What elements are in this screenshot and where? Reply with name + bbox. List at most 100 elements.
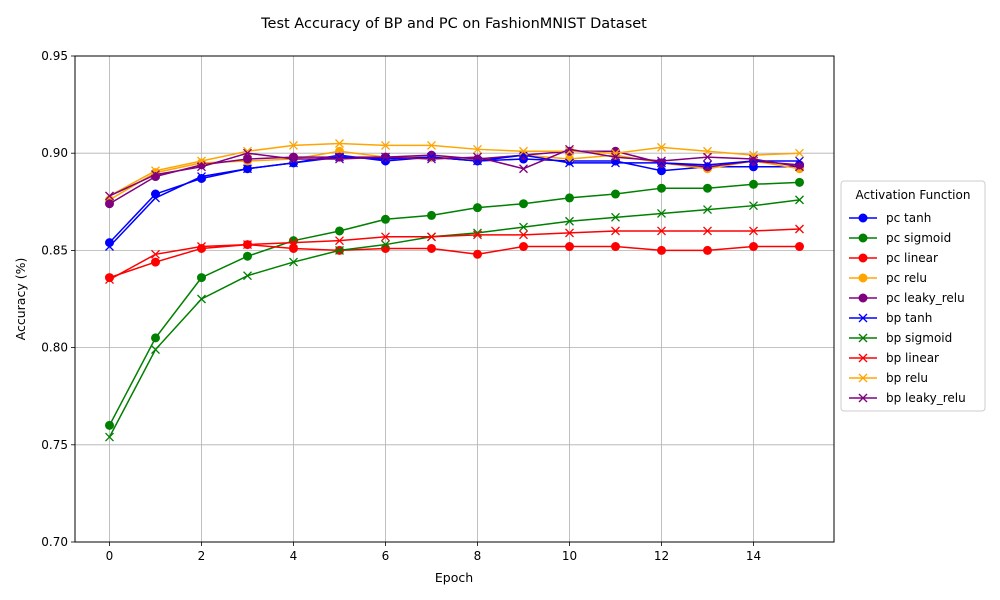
legend-item-pc-linear: pc linear xyxy=(849,251,938,265)
data-point xyxy=(335,154,344,164)
data-point xyxy=(381,214,390,224)
data-point xyxy=(565,242,574,252)
series-pc-sigmoid xyxy=(105,177,804,430)
data-point xyxy=(657,142,666,152)
data-point xyxy=(381,154,390,164)
data-point xyxy=(105,191,114,201)
x-axis: 0 2 4 6 8 10 12 14 xyxy=(106,542,761,563)
legend-item-bp-leaky-relu: bp leaky_relu xyxy=(849,391,966,405)
data-point xyxy=(151,333,160,343)
grid xyxy=(75,55,834,543)
y-tick-label: 0.80 xyxy=(41,341,68,355)
y-tick-label: 0.85 xyxy=(41,243,68,257)
legend-label: bp linear xyxy=(886,351,939,365)
data-point xyxy=(565,228,574,238)
series-bp-leaky-relu xyxy=(105,144,804,201)
data-point xyxy=(703,226,712,236)
legend: Activation Function pc tanh pc sigmoid pc l… xyxy=(840,180,986,412)
data-point xyxy=(519,242,528,252)
data-point xyxy=(473,249,482,259)
data-point xyxy=(611,226,620,236)
data-point xyxy=(197,172,206,181)
data-point xyxy=(611,189,620,199)
series-line-pc-tanh xyxy=(108,154,800,244)
data-point xyxy=(427,140,436,150)
data-point xyxy=(381,152,390,162)
series-line-bp-relu xyxy=(109,142,800,197)
data-point xyxy=(519,230,528,240)
x-axis-label: Epoch xyxy=(435,570,473,585)
legend-title: Activation Function xyxy=(856,188,971,202)
data-point xyxy=(243,251,252,261)
y-tick-label: 0.90 xyxy=(41,146,68,160)
data-point xyxy=(565,144,574,154)
x-tick-label: 8 xyxy=(474,549,482,563)
data-point xyxy=(749,150,758,160)
legend-swatch-marker xyxy=(858,333,868,343)
legend-swatch-marker xyxy=(858,353,868,363)
data-point xyxy=(289,158,298,168)
series-bp-sigmoid xyxy=(105,195,804,442)
data-point xyxy=(335,245,344,255)
data-point xyxy=(519,199,528,209)
legend-label: pc sigmoid xyxy=(886,231,951,245)
legend-swatch-marker xyxy=(858,393,868,403)
legend-label: bp relu xyxy=(886,371,928,385)
data-point xyxy=(381,140,390,150)
data-point xyxy=(519,164,528,174)
series-line-bp-leaky-relu xyxy=(109,148,800,197)
data-point xyxy=(565,146,574,156)
legend-item-pc-tanh: pc tanh xyxy=(849,211,931,225)
legend-swatch-marker xyxy=(858,253,868,263)
data-point xyxy=(519,150,528,160)
data-point xyxy=(243,148,252,158)
data-point xyxy=(151,249,160,259)
x-tick-label: 2 xyxy=(198,549,206,563)
data-point xyxy=(105,199,114,209)
legend-swatch-marker xyxy=(858,313,868,323)
data-point xyxy=(657,166,666,176)
series-line-pc-leaky-relu xyxy=(109,150,800,205)
data-point xyxy=(335,236,344,246)
legend-swatch-marker xyxy=(858,293,868,303)
data-point xyxy=(657,183,666,193)
legend-item-pc-relu: pc relu xyxy=(849,271,927,285)
series-layer xyxy=(105,139,804,442)
series-line-pc-sigmoid xyxy=(108,181,800,426)
x-tick-label: 14 xyxy=(746,549,761,563)
data-point xyxy=(289,154,298,164)
x-tick-label: 6 xyxy=(382,549,390,563)
y-axis-label: Accuracy (%) xyxy=(13,258,28,341)
y-tick-label: 0.75 xyxy=(41,438,68,452)
data-point xyxy=(289,238,298,248)
data-point xyxy=(611,212,620,222)
legend-item-bp-relu: bp relu xyxy=(849,371,928,385)
series-pc-leaky-relu xyxy=(105,146,804,209)
legend-label: pc relu xyxy=(886,271,927,285)
y-tick-label: 0.95 xyxy=(41,49,68,63)
plot-frame xyxy=(74,55,835,543)
legend-swatch-marker xyxy=(858,213,868,223)
chart-title: Test Accuracy of BP and PC on FashionMNI… xyxy=(260,16,647,32)
data-point xyxy=(381,232,390,242)
data-point xyxy=(105,275,114,285)
x-tick-label: 10 xyxy=(562,549,577,563)
data-point xyxy=(289,243,298,253)
series-line-bp-linear xyxy=(109,228,800,281)
data-point xyxy=(427,154,436,164)
series-bp-tanh xyxy=(105,150,804,251)
data-point xyxy=(795,195,804,205)
legend-swatch-marker xyxy=(858,373,868,383)
data-point xyxy=(795,242,804,252)
data-point xyxy=(657,226,666,236)
data-point xyxy=(151,257,160,267)
data-point xyxy=(335,139,344,148)
legend-label: bp tanh xyxy=(886,311,932,325)
data-point xyxy=(795,162,804,172)
series-bp-linear xyxy=(105,224,804,285)
data-point xyxy=(519,222,528,232)
y-axis: 0.70 0.75 0.80 0.85 0.90 0.95 xyxy=(41,49,75,549)
data-point xyxy=(795,148,804,158)
data-point xyxy=(473,230,482,240)
